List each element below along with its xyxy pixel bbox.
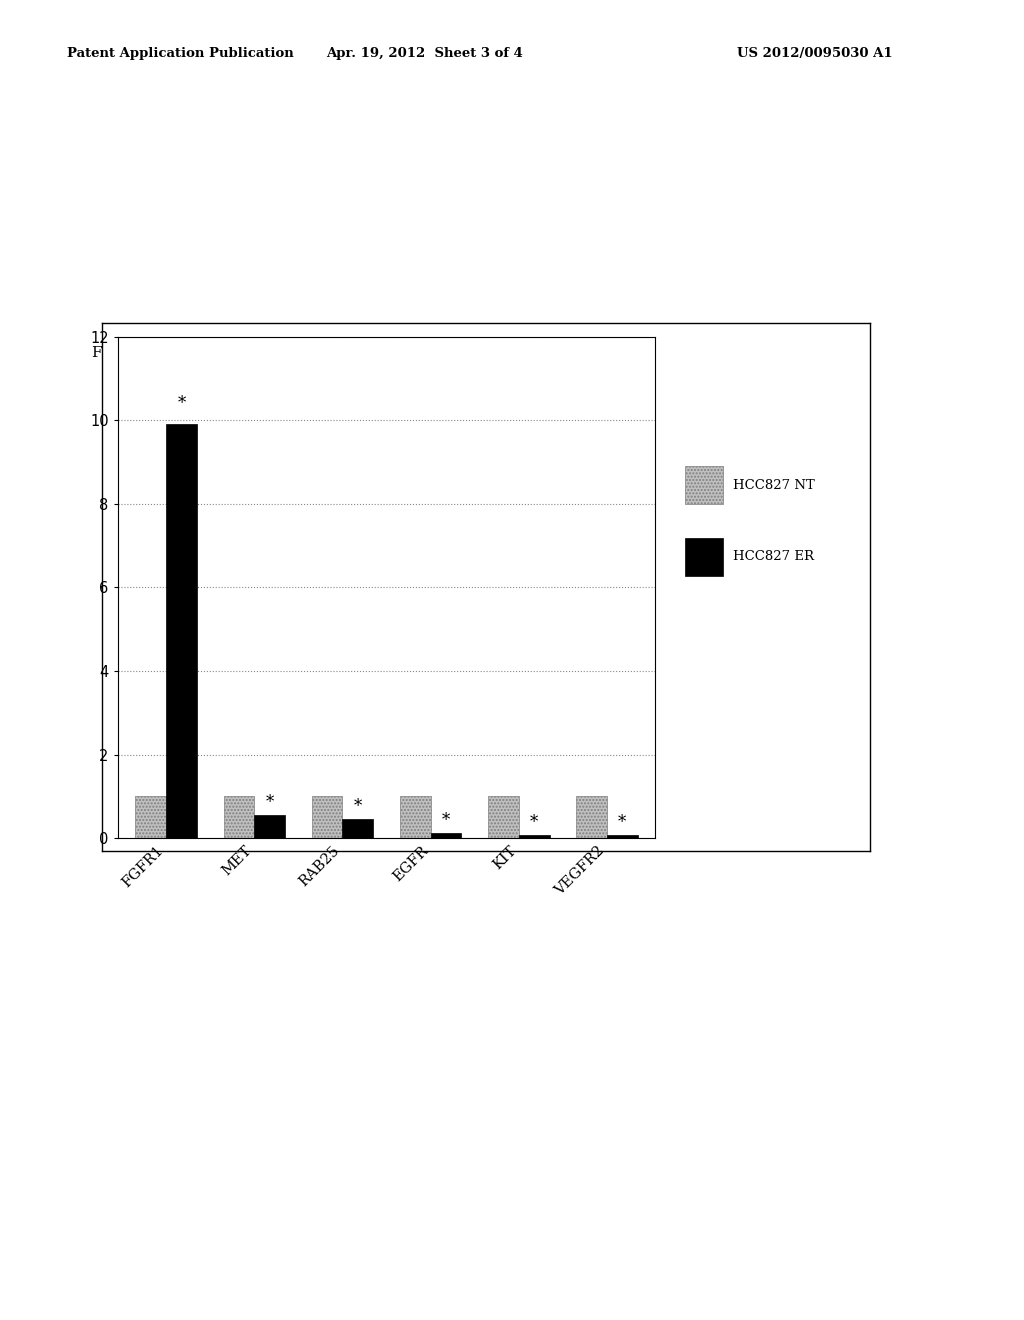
Text: *: *: [530, 813, 539, 830]
Bar: [431, 833, 462, 838]
Bar: [254, 816, 286, 838]
Text: HCC827 NT: HCC827 NT: [733, 479, 815, 492]
Bar: [487, 796, 519, 838]
Bar: [342, 820, 374, 838]
Bar: [684, 466, 723, 504]
Bar: [311, 796, 342, 838]
Text: US 2012/0095030 A1: US 2012/0095030 A1: [737, 46, 893, 59]
Bar: [607, 834, 638, 838]
Text: *: *: [354, 799, 362, 816]
Bar: [166, 425, 197, 838]
Text: Patent Application Publication: Patent Application Publication: [67, 46, 293, 59]
Text: Apr. 19, 2012  Sheet 3 of 4: Apr. 19, 2012 Sheet 3 of 4: [327, 46, 523, 59]
Text: *: *: [618, 813, 627, 830]
Bar: [399, 796, 431, 838]
Bar: [135, 796, 166, 838]
Bar: [577, 796, 607, 838]
Text: *: *: [265, 795, 273, 810]
Text: *: *: [442, 812, 451, 829]
Text: *: *: [177, 395, 185, 412]
Text: Figure 3: Figure 3: [92, 346, 158, 360]
Bar: [223, 796, 254, 838]
Bar: [684, 537, 723, 576]
Text: HCC827 ER: HCC827 ER: [733, 550, 814, 564]
Bar: [519, 834, 550, 838]
